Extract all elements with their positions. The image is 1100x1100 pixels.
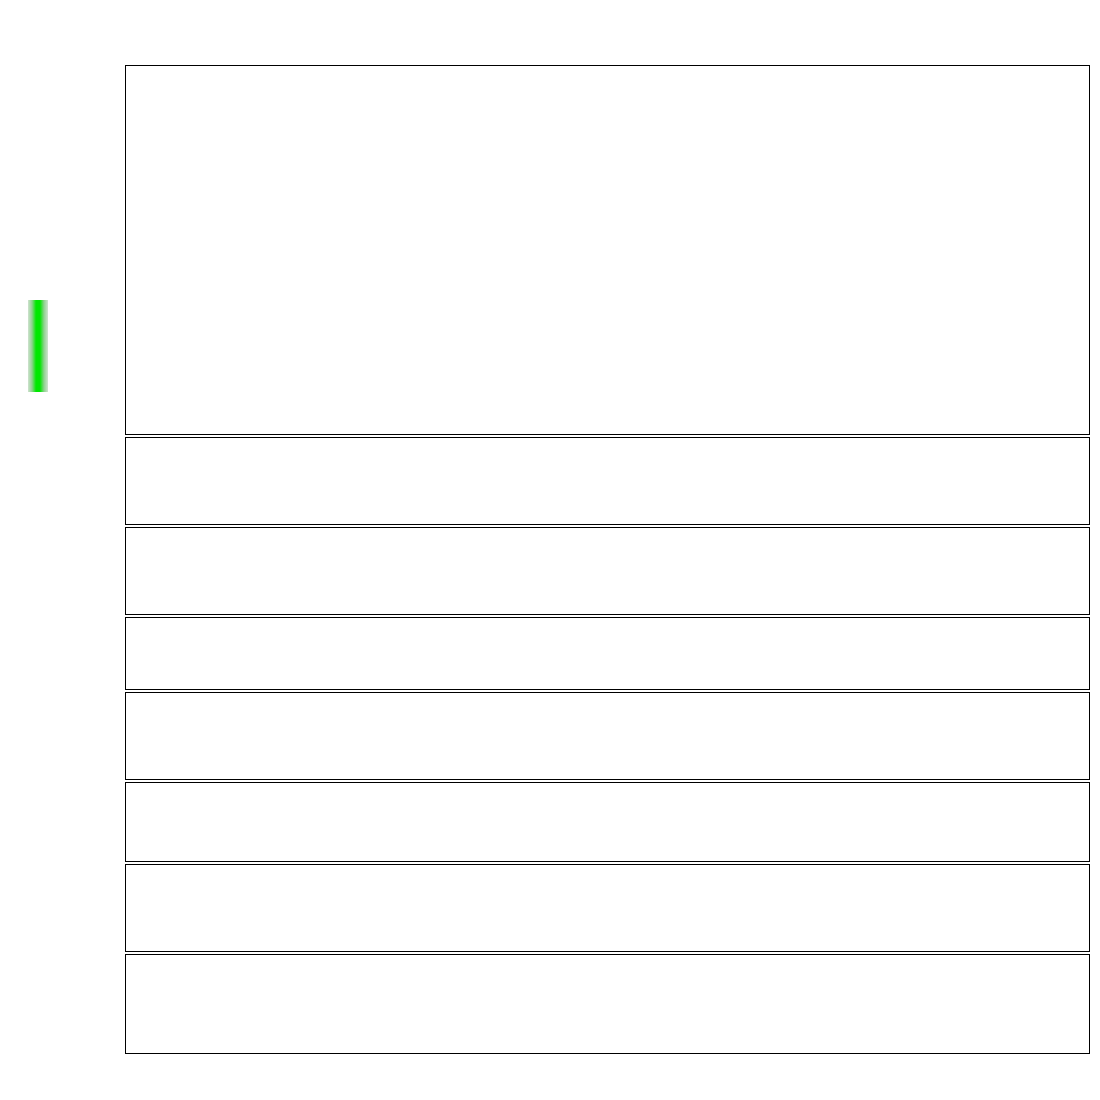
cloud-panel [125, 864, 1090, 952]
cloud-yaxis [50, 864, 122, 952]
cape-panel [125, 527, 1090, 615]
thickness-yaxis [14, 437, 60, 525]
precip-yaxis [60, 954, 120, 1054]
rh2m-panel [125, 782, 1090, 862]
slp-panel [125, 437, 1090, 525]
temp2m-yaxis [60, 692, 120, 780]
time-axis-bottom [0, 1062, 1100, 1082]
upper-air-yaxis [60, 65, 120, 435]
lifted-index-yaxis [14, 527, 60, 615]
rh2m-yaxis [60, 782, 120, 862]
wind10m-yaxis [60, 607, 120, 700]
cape-yaxis [60, 527, 120, 615]
wind10m-panel [125, 617, 1090, 690]
temp2m-panel [125, 692, 1090, 780]
time-axis-top [0, 46, 1100, 66]
slp-yaxis [60, 437, 120, 525]
legend-rh [28, 300, 48, 392]
upper-air-panel [125, 65, 1090, 435]
precip-panel [125, 954, 1090, 1054]
